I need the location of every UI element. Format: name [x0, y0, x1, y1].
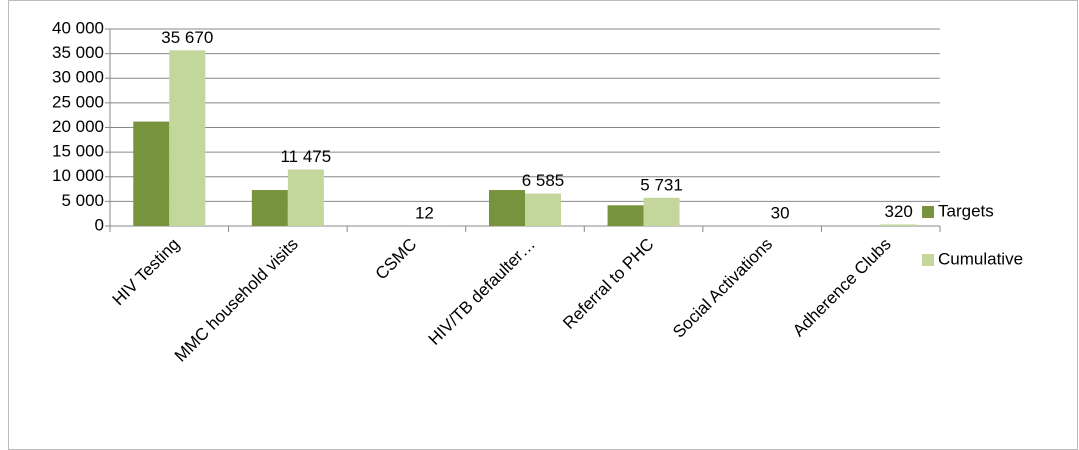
bar — [643, 197, 680, 226]
y-tick-label: 40 000 — [52, 18, 104, 37]
x-tick-label: HIV/TB defaulter… — [425, 235, 539, 349]
x-tick-label: HIV Testing — [109, 235, 184, 310]
bar — [525, 193, 561, 226]
bar — [251, 190, 288, 226]
bar — [169, 50, 206, 226]
data-label: 30 — [771, 203, 790, 222]
y-tick-label: 30 000 — [52, 68, 104, 87]
data-label: 12 — [415, 203, 434, 222]
data-label: 320 — [885, 202, 913, 221]
x-tick-label: MMC household visits — [171, 235, 302, 366]
y-tick-label: 0 — [95, 215, 104, 234]
y-tick-label: 10 000 — [52, 166, 104, 185]
bar — [133, 121, 170, 226]
x-tick-label: CSMC — [372, 235, 421, 284]
y-tick-label: 35 000 — [52, 43, 104, 62]
legend-label: Targets — [938, 201, 994, 220]
x-tick-label: Social Activations — [669, 235, 776, 342]
bar — [287, 169, 324, 226]
data-label: 35 670 — [161, 28, 213, 47]
y-tick-label: 25 000 — [52, 92, 104, 111]
x-tick-label: Referral to PHC — [559, 235, 657, 333]
data-label: 5 731 — [640, 175, 683, 194]
x-tick-label: Adherence Clubs — [789, 235, 895, 341]
y-tick-label: 20 000 — [52, 117, 104, 136]
data-label: 11 475 — [280, 147, 331, 166]
legend-swatch — [922, 206, 934, 218]
data-label: 6 585 — [522, 171, 565, 190]
bar — [607, 205, 644, 226]
bar — [489, 190, 525, 226]
bar — [880, 224, 917, 226]
y-tick-label: 15 000 — [52, 142, 104, 161]
legend-label: Cumulative — [938, 249, 1023, 268]
legend-swatch — [922, 254, 934, 266]
y-tick-label: 5 000 — [61, 191, 104, 210]
